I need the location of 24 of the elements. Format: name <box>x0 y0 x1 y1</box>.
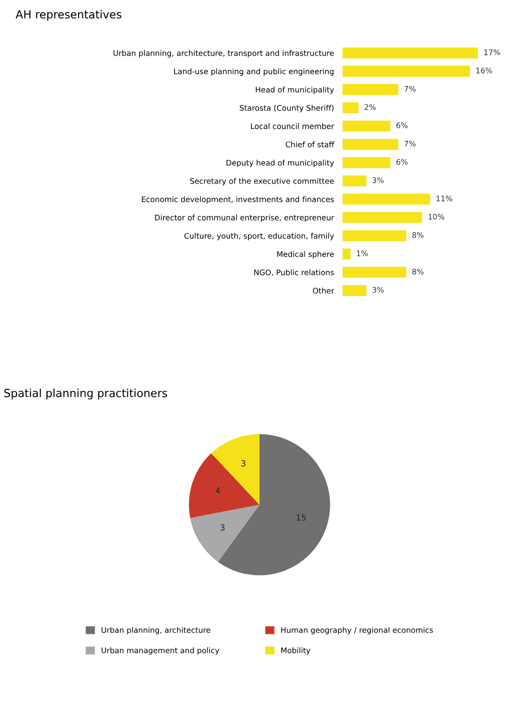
bar <box>342 194 430 205</box>
pie-slice <box>188 453 260 518</box>
data-label: 3 <box>220 524 225 531</box>
bar <box>342 84 398 95</box>
bar <box>342 212 422 223</box>
bar <box>342 120 390 132</box>
pie-slice <box>211 434 260 505</box>
bar <box>342 285 366 296</box>
data-label: 4 <box>216 487 220 494</box>
data-label: 3 <box>241 460 246 466</box>
bar <box>342 66 470 77</box>
bar <box>342 266 406 278</box>
bar <box>342 138 398 150</box>
bar <box>342 102 358 114</box>
bar <box>342 248 351 260</box>
pie-slice <box>190 504 260 562</box>
bar <box>342 157 390 168</box>
bar <box>342 47 478 58</box>
bar <box>342 175 366 186</box>
text: AH representatives <box>16 10 122 21</box>
chart-title: Spatial planning practitioners <box>4 388 168 400</box>
data-label: 15 <box>296 514 306 521</box>
bar <box>342 230 406 242</box>
pie-slice <box>218 434 330 576</box>
